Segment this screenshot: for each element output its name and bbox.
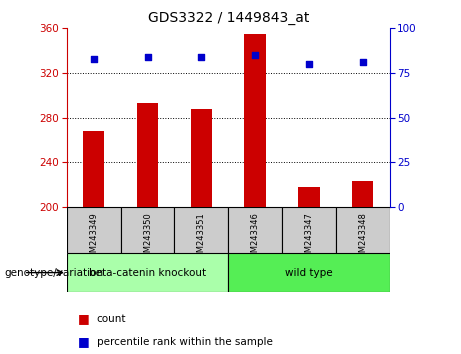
- Point: [359, 59, 366, 65]
- Bar: [190, 109, 212, 207]
- Text: GSM243349: GSM243349: [89, 213, 98, 263]
- Text: genotype/variation: genotype/variation: [5, 268, 104, 278]
- Point: [251, 52, 259, 58]
- Bar: [137, 103, 158, 207]
- Text: percentile rank within the sample: percentile rank within the sample: [97, 337, 273, 347]
- Point: [305, 61, 313, 67]
- Bar: [244, 34, 266, 207]
- Text: GSM243350: GSM243350: [143, 213, 152, 263]
- Bar: [121, 207, 174, 253]
- Text: GSM243348: GSM243348: [358, 213, 367, 263]
- Bar: [174, 207, 228, 253]
- Text: wild type: wild type: [285, 268, 333, 278]
- Point: [198, 54, 205, 60]
- Bar: [228, 253, 390, 292]
- Bar: [67, 207, 121, 253]
- Text: GSM243351: GSM243351: [197, 213, 206, 263]
- Text: GSM243346: GSM243346: [251, 213, 260, 263]
- Bar: [336, 207, 390, 253]
- Title: GDS3322 / 1449843_at: GDS3322 / 1449843_at: [148, 11, 309, 24]
- Bar: [228, 207, 282, 253]
- Point: [144, 54, 151, 60]
- Text: count: count: [97, 314, 126, 324]
- Bar: [352, 181, 373, 207]
- Text: ■: ■: [78, 312, 90, 325]
- Point: [90, 56, 97, 62]
- Bar: [298, 187, 319, 207]
- Bar: [83, 131, 105, 207]
- Text: beta-catenin knockout: beta-catenin knockout: [89, 268, 206, 278]
- Bar: [282, 207, 336, 253]
- Text: ■: ■: [78, 335, 90, 348]
- Bar: [67, 253, 228, 292]
- Text: GSM243347: GSM243347: [304, 213, 313, 263]
